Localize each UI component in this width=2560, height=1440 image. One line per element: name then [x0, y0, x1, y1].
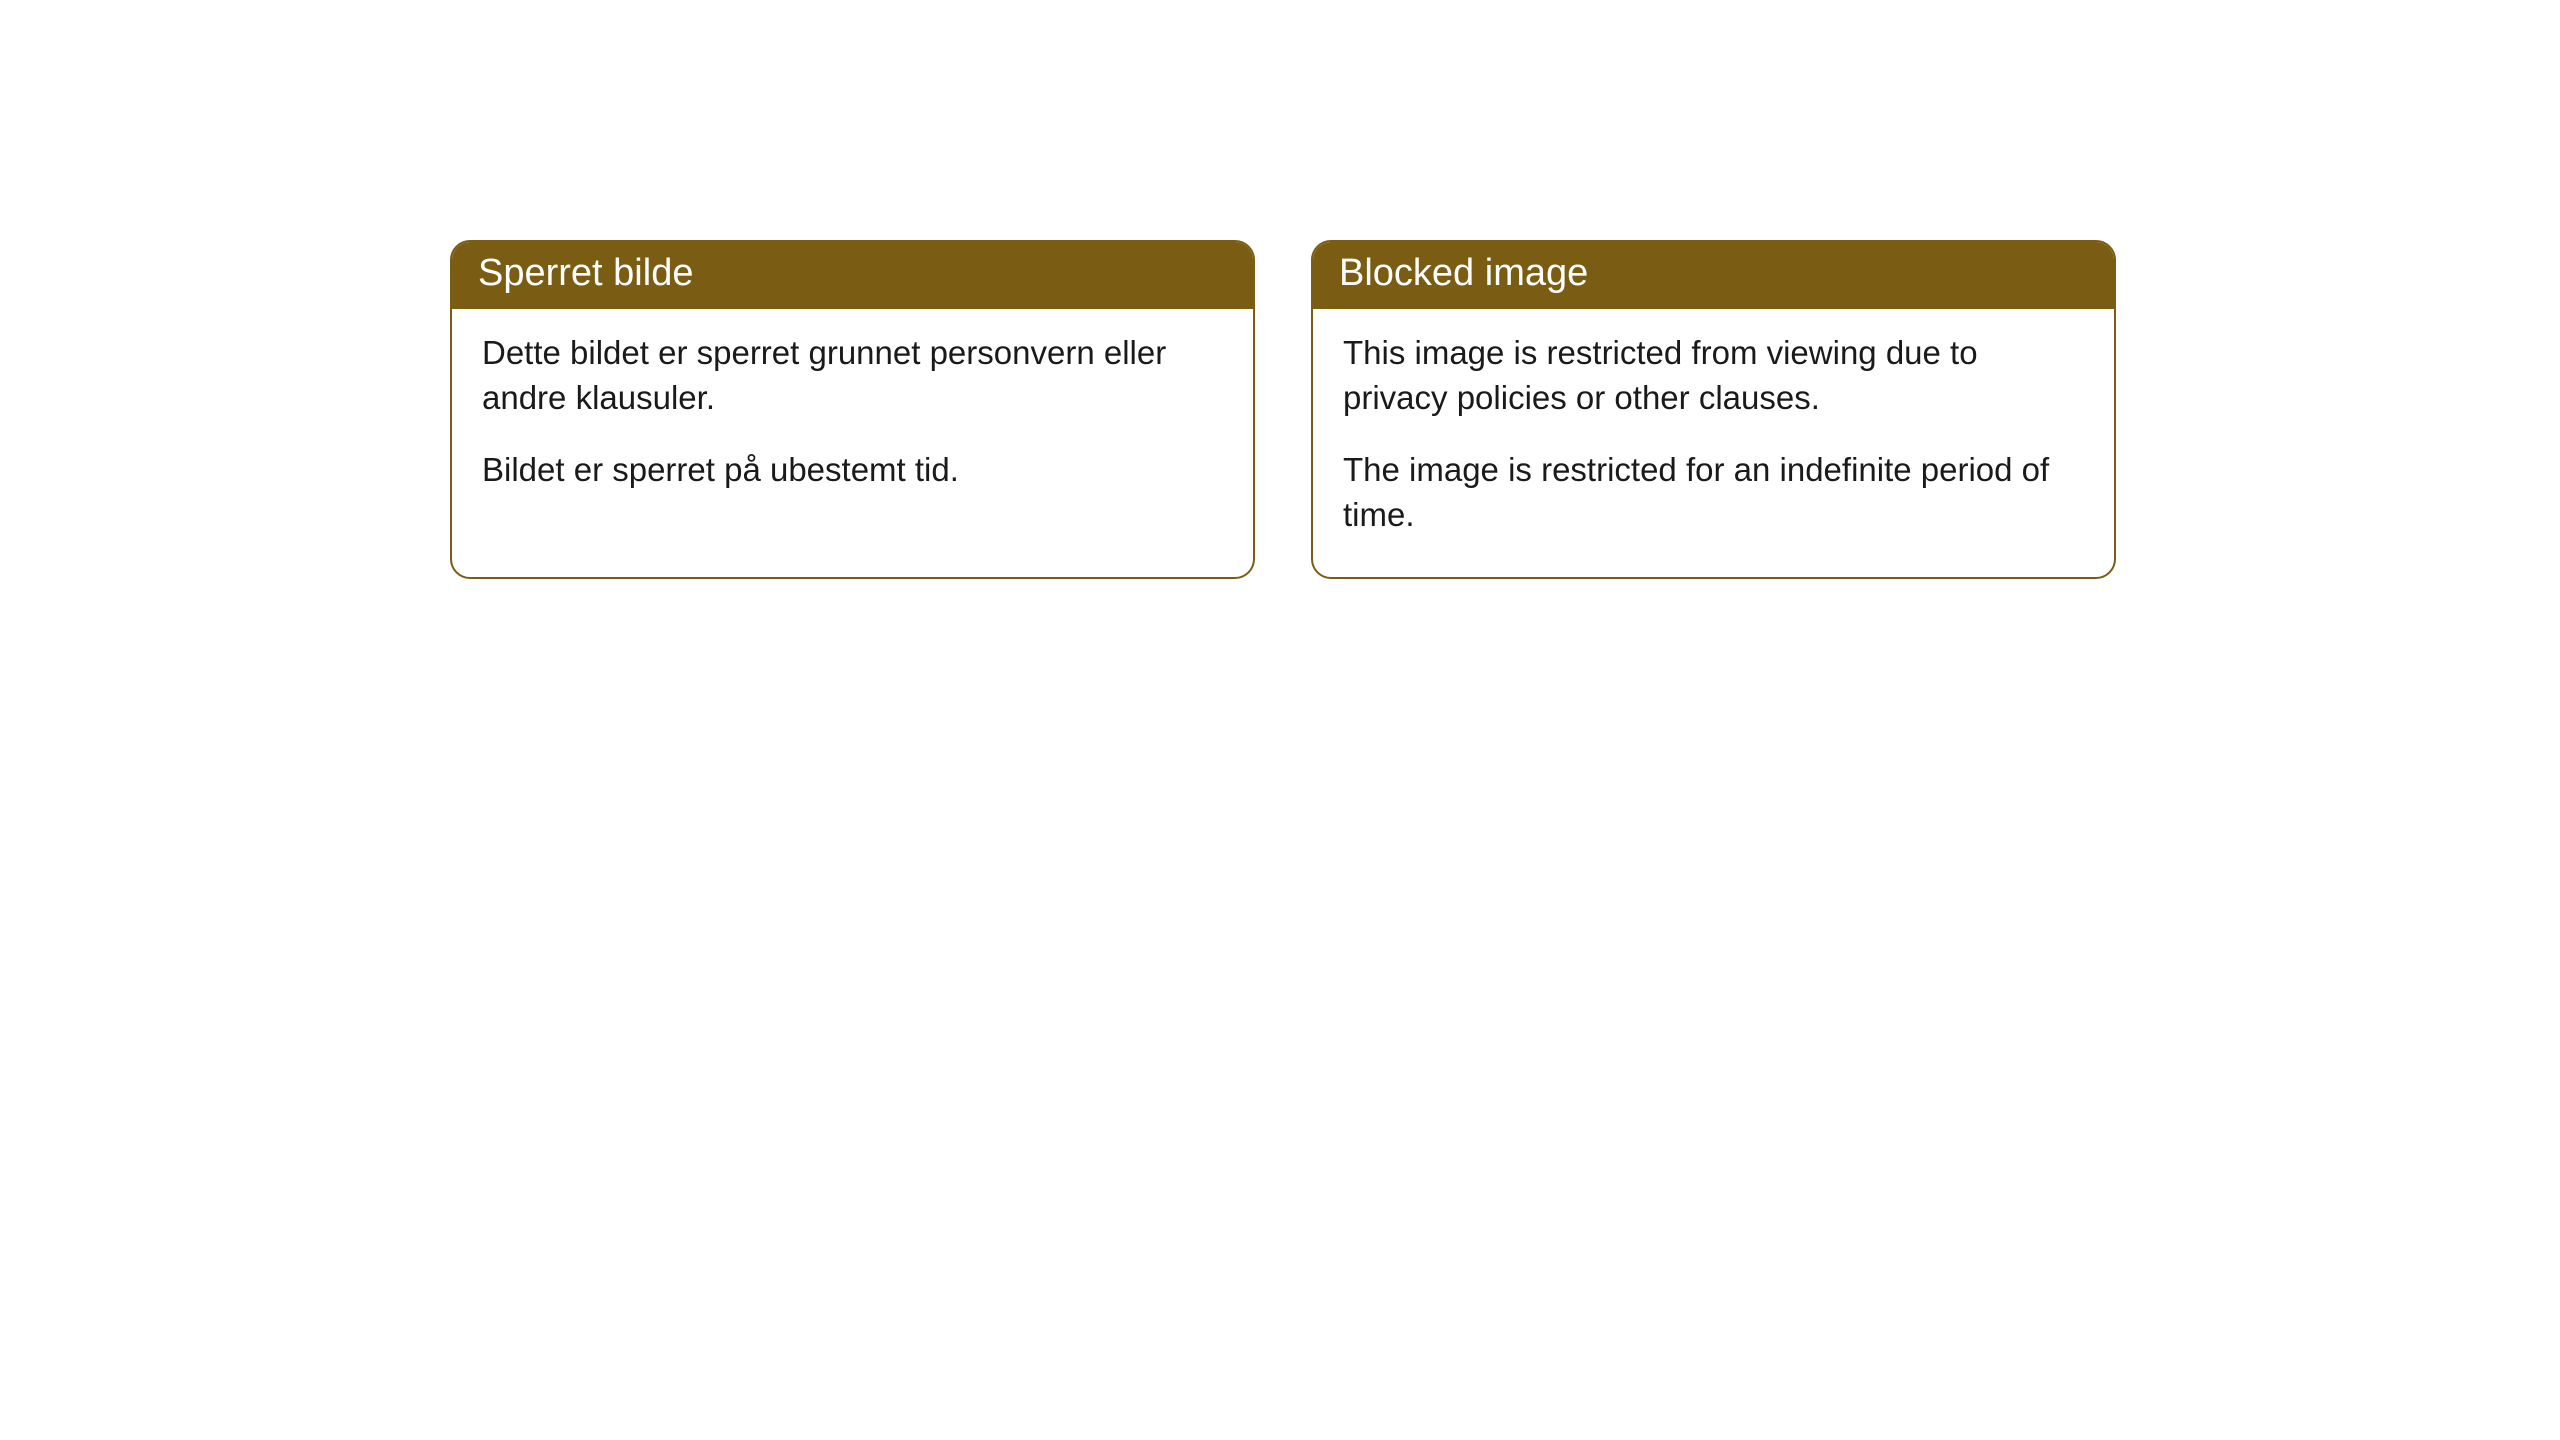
card-paragraph: This image is restricted from viewing du… [1343, 331, 2084, 420]
card-paragraph: Dette bildet er sperret grunnet personve… [482, 331, 1223, 420]
card-header-norwegian: Sperret bilde [452, 242, 1253, 309]
card-body-english: This image is restricted from viewing du… [1313, 309, 2114, 577]
card-english: Blocked image This image is restricted f… [1311, 240, 2116, 579]
card-body-norwegian: Dette bildet er sperret grunnet personve… [452, 309, 1253, 533]
card-norwegian: Sperret bilde Dette bildet er sperret gr… [450, 240, 1255, 579]
cards-container: Sperret bilde Dette bildet er sperret gr… [0, 0, 2560, 579]
card-paragraph: The image is restricted for an indefinit… [1343, 448, 2084, 537]
card-paragraph: Bildet er sperret på ubestemt tid. [482, 448, 1223, 493]
card-header-english: Blocked image [1313, 242, 2114, 309]
